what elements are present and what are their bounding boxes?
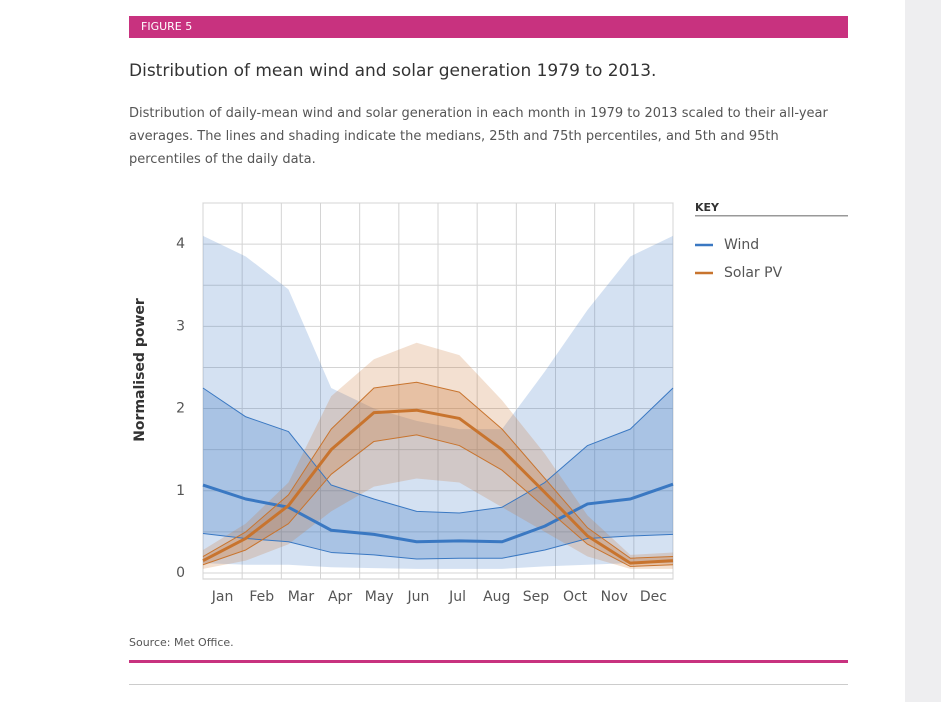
- p75-line: [202, 381, 674, 559]
- x-tick-label: Dec: [640, 589, 667, 605]
- outer-band: [203, 342, 673, 569]
- y-tick-label: 2: [176, 401, 185, 417]
- figure-label: FIGURE 5: [129, 16, 848, 38]
- p75-line: [202, 387, 674, 514]
- x-tick-label: Jan: [211, 589, 234, 605]
- chart-title: Distribution of mean wind and solar gene…: [129, 61, 657, 81]
- key-rule: [695, 215, 848, 217]
- rule: [129, 684, 848, 685]
- x-tick-label: May: [365, 589, 394, 605]
- outer-band: [203, 235, 673, 569]
- x-tick-label: Jun: [406, 589, 429, 605]
- x-tick-label: Apr: [328, 589, 352, 605]
- y-tick-label: 3: [176, 318, 185, 334]
- x-tick-label: Oct: [563, 589, 588, 605]
- median-line: [202, 408, 674, 565]
- y-tick-label: 1: [176, 483, 185, 499]
- median-line: [202, 482, 674, 544]
- x-tick-label: Feb: [249, 589, 274, 605]
- y-axis-label: Normalised power: [132, 298, 148, 442]
- x-tick-label: Mar: [288, 589, 315, 605]
- x-tick-label: Sep: [523, 589, 550, 605]
- p25-line: [202, 533, 674, 560]
- side-strip: [905, 0, 941, 702]
- chart: KEY Normalised power 0 1 2 3 4 Jan Feb Mar Apr Ma…: [129, 201, 848, 685]
- inner-band: [203, 382, 673, 567]
- legend-label: Solar PV: [724, 265, 783, 281]
- p25-line: [202, 434, 674, 567]
- x-tick-label: Aug: [483, 589, 510, 605]
- chart-subtitle: Distribution of daily-mean wind and sola…: [129, 106, 828, 167]
- source: Source: Met Office.: [129, 636, 234, 649]
- y-tick-label: 4: [176, 236, 185, 252]
- x-tick-label: Jul: [448, 589, 466, 605]
- x-tick-label: Nov: [601, 589, 628, 605]
- y-tick-label: 0: [176, 565, 185, 581]
- legend-label: Wind: [724, 237, 759, 253]
- legend-title: KEY: [695, 201, 720, 214]
- rule: [129, 660, 848, 663]
